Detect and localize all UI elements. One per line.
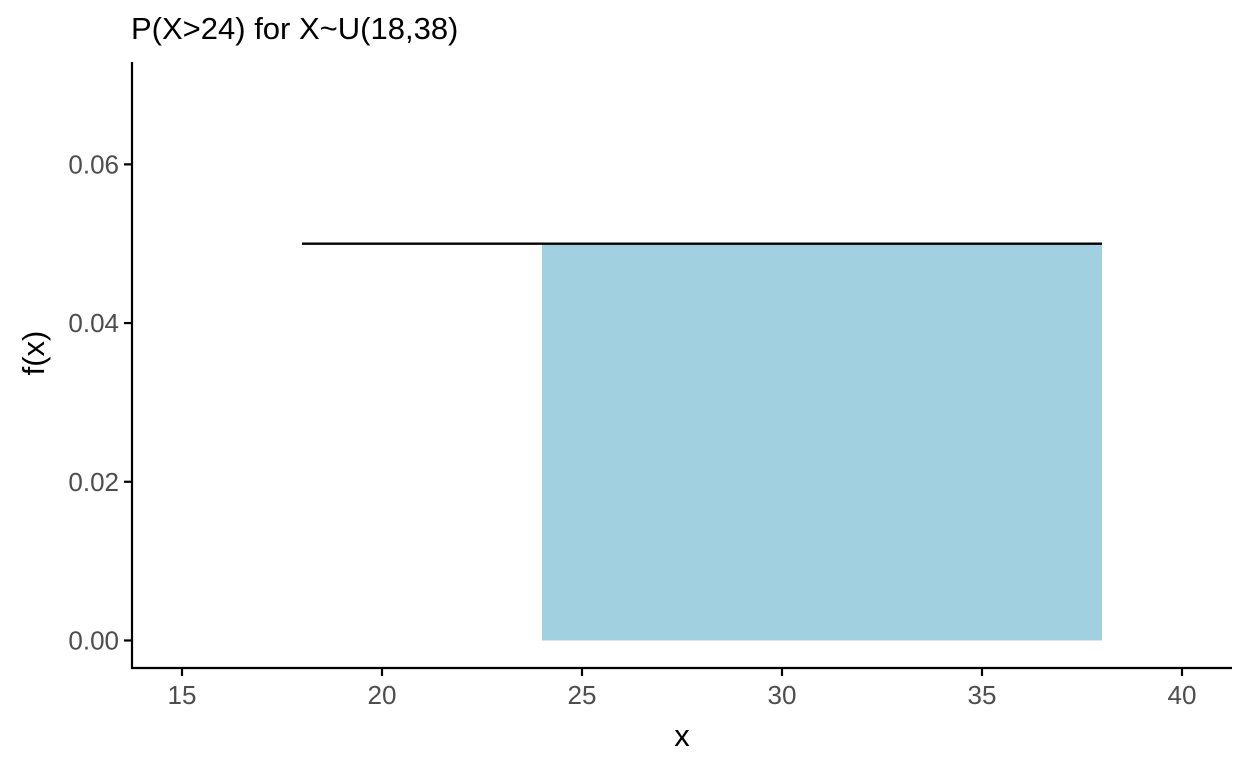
x-tick-label: 35 [968,680,997,710]
y-tick-label: 0.00 [68,625,119,655]
x-tick-label: 40 [1168,680,1197,710]
x-tick-label: 15 [168,680,197,710]
x-axis-ticks: 15 20 25 30 35 40 [168,668,1197,710]
y-axis-ticks: 0.00 0.02 0.04 0.06 [68,149,132,655]
y-tick-label: 0.02 [68,467,119,497]
x-tick-label: 25 [568,680,597,710]
plot-area [302,242,1102,641]
shaded-probability-region [542,243,1102,641]
y-tick-label: 0.04 [68,308,119,338]
y-tick-label: 0.06 [68,149,119,179]
x-tick-label: 20 [368,680,397,710]
y-axis-title: f(x) [16,331,51,376]
x-axis-title: x [674,718,690,753]
x-tick-label: 30 [768,680,797,710]
chart-title: P(X>24) for X~U(18,38) [131,11,458,46]
